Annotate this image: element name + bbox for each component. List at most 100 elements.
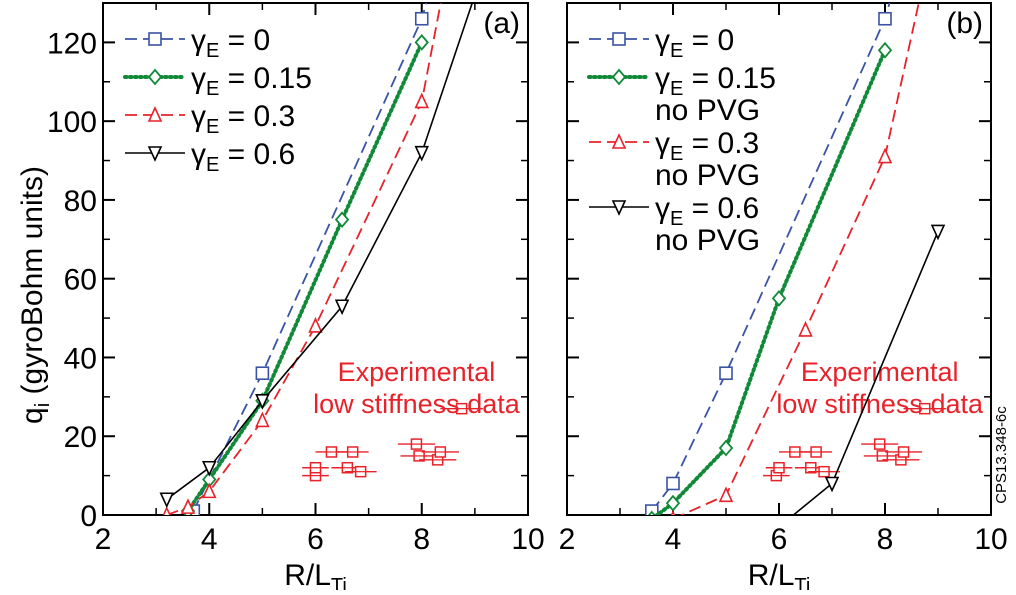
legend-label-sub: E xyxy=(206,78,219,100)
legend-label-sub: E xyxy=(670,78,683,100)
legend-label: γE = 0 xyxy=(655,24,734,62)
x-axis-label: R/LTi xyxy=(748,559,811,590)
y-tick-label: 40 xyxy=(64,342,97,375)
series-point-2 xyxy=(414,92,430,109)
series-point-0 xyxy=(719,366,733,381)
legend-label: γE = 0.3 xyxy=(191,100,295,138)
legend-label-main: γ xyxy=(191,138,206,171)
series-point-1 xyxy=(771,290,787,307)
series-point-0 xyxy=(414,11,429,26)
x-tick-label: 2 xyxy=(95,523,112,556)
series-point-2 xyxy=(877,147,893,164)
series-point-1 xyxy=(334,211,350,228)
y-tick-label: 80 xyxy=(64,185,97,218)
legend-label-rest: = 0.15 xyxy=(683,62,776,95)
legend-label-line2: no PVG xyxy=(655,224,760,257)
legend-label-sub: E xyxy=(670,143,683,165)
series-line-0 xyxy=(192,3,428,512)
experimental-label: Experimental xyxy=(338,357,496,387)
series-group xyxy=(644,3,946,538)
x-axis-label-sub: Ti xyxy=(794,575,810,590)
legend-marker xyxy=(147,146,163,162)
plot-frame xyxy=(102,2,529,516)
x-axis-label-sub: Ti xyxy=(331,575,347,590)
y-axis-label-sub: i xyxy=(32,403,54,407)
legend-label: γE = 0.6 xyxy=(655,192,759,230)
legend-label: γE = 0.3 xyxy=(655,127,759,165)
series-point-1 xyxy=(414,34,429,51)
legend-label-main: γ xyxy=(655,62,670,95)
legend-label-rest: = 0 xyxy=(219,24,270,57)
legend-label-sub: E xyxy=(206,154,219,176)
series-point-3 xyxy=(334,299,350,316)
x-tick-label: 2 xyxy=(559,523,576,556)
legend-label: γE = 0.6 xyxy=(191,138,295,176)
legend-label-sub: E xyxy=(670,40,683,62)
legend-marker xyxy=(147,106,163,122)
panel-label: (a) xyxy=(483,7,520,40)
series-point-2 xyxy=(670,510,676,515)
series-point-1 xyxy=(877,41,893,59)
series-point-1 xyxy=(718,439,734,457)
x-tick-label: 8 xyxy=(877,523,894,556)
x-axis-label-main: R/L xyxy=(284,559,331,590)
legend-label-rest: = 0.6 xyxy=(219,138,295,171)
x-tick-label: 10 xyxy=(974,523,1007,556)
panel-a: 2 4 6 8 10020406080100120R/LTi(a)Experimenta… xyxy=(47,2,545,595)
panel-label: (b) xyxy=(946,7,983,40)
series-point-3 xyxy=(255,393,270,410)
series-line-0 xyxy=(651,3,891,512)
series-point-2 xyxy=(180,498,196,514)
x-tick-label: 10 xyxy=(511,523,544,556)
series-line-3 xyxy=(792,231,939,515)
figure-id-text: CPS13.348-6c xyxy=(993,406,1010,504)
legend-label-rest: = 0.15 xyxy=(219,62,312,95)
series-point-2 xyxy=(798,320,813,337)
legend-label-main: γ xyxy=(191,62,206,95)
y-tick-label: 0 xyxy=(80,500,97,533)
series-point-1 xyxy=(647,510,656,515)
x-tick-label: 6 xyxy=(771,523,788,556)
legend-label: γE = 0.15 xyxy=(655,62,776,100)
series-point-2 xyxy=(308,317,323,333)
series-group xyxy=(159,3,474,515)
plot-frame xyxy=(566,2,992,516)
legend-label-main: γ xyxy=(655,24,670,57)
series-point-2 xyxy=(718,486,734,503)
legend-marker xyxy=(148,32,162,46)
legend-label-rest: = 0.6 xyxy=(683,192,759,225)
series-point-3 xyxy=(930,224,946,241)
x-axis-label: R/LTi xyxy=(284,559,347,590)
legend-label-main: γ xyxy=(655,127,670,160)
y-axis-label-rest: (gyroBohm units) xyxy=(16,166,49,403)
legend-label: γE = 0.15 xyxy=(191,62,312,100)
legend-label-main: γ xyxy=(191,100,206,133)
x-axis-label-main: R/L xyxy=(748,559,795,590)
legend-marker xyxy=(611,200,627,216)
series-point-0 xyxy=(255,366,270,381)
series-point-2 xyxy=(162,506,171,515)
x-tick-label: 6 xyxy=(307,523,324,556)
legend-label-rest: = 0.3 xyxy=(683,127,759,160)
x-tick-label: 4 xyxy=(665,523,682,556)
series-point-2 xyxy=(255,411,270,428)
series-point-3 xyxy=(824,476,840,493)
series-point-0 xyxy=(666,476,680,491)
y-tick-label: 20 xyxy=(64,421,97,454)
x-tick-label: 4 xyxy=(201,523,218,556)
series-point-0 xyxy=(644,504,659,515)
y-tick-label: 60 xyxy=(64,264,97,297)
series-point-3 xyxy=(414,145,430,162)
series-point-3 xyxy=(720,525,732,538)
experimental-label: low stiffness data xyxy=(776,389,984,419)
legend-label-main: γ xyxy=(191,24,206,57)
legend-label-line2: no PVG xyxy=(655,94,760,127)
legend-marker xyxy=(611,133,627,149)
legend-marker xyxy=(147,68,163,86)
series-point-0 xyxy=(878,11,892,26)
series-line-3 xyxy=(166,3,474,500)
